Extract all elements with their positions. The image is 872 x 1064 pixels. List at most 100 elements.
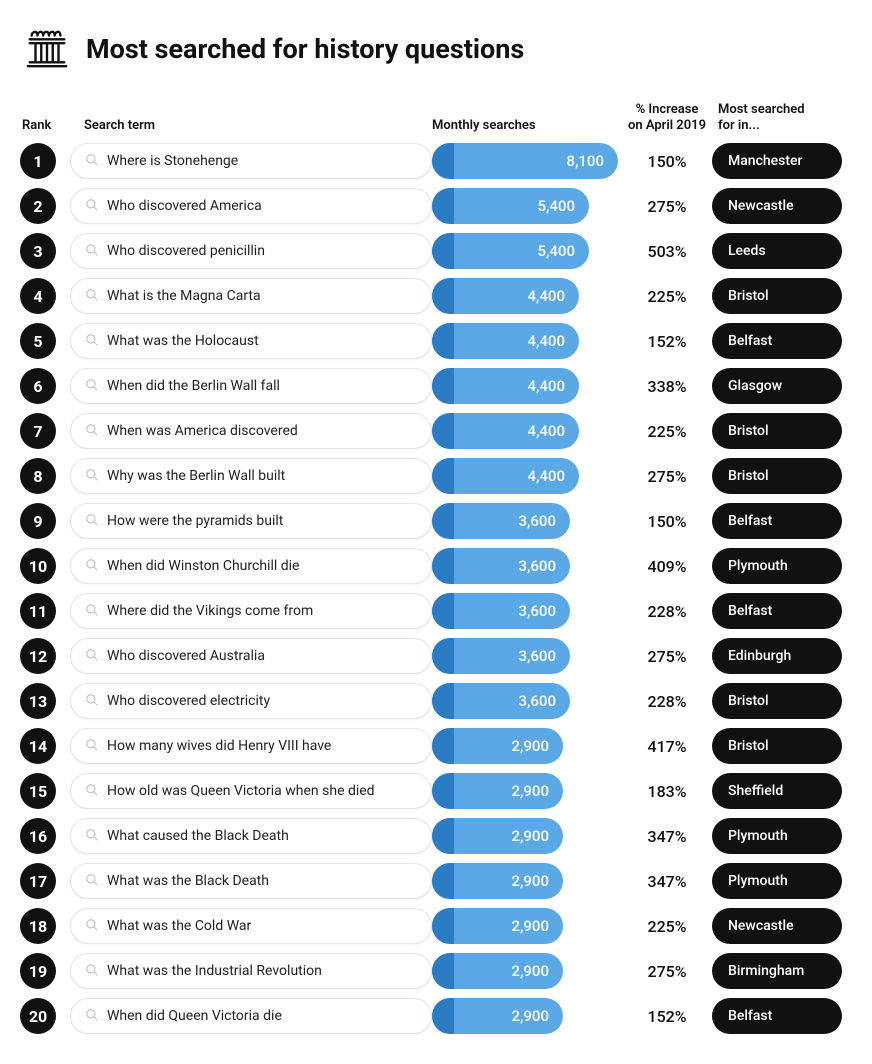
search-term-text: What is the Magna Carta bbox=[107, 288, 261, 304]
search-term-box: When did Queen Victoria die bbox=[70, 998, 432, 1034]
increase-value: 225% bbox=[622, 287, 712, 306]
bar-cap bbox=[432, 458, 454, 494]
bar-value: 2,900 bbox=[512, 827, 549, 845]
search-term-text: Where did the Vikings come from bbox=[107, 603, 313, 619]
search-term-text: Where is Stonehenge bbox=[107, 153, 238, 169]
table-row: 3Who discovered penicillin5,400503%Leeds bbox=[20, 233, 852, 269]
bar-value: 2,900 bbox=[512, 962, 549, 980]
bar-value: 2,900 bbox=[512, 1007, 549, 1025]
table-row: 11Where did the Vikings come from3,60022… bbox=[20, 593, 852, 629]
bar-cell: 2,900 bbox=[432, 773, 622, 809]
rank-badge: 2 bbox=[20, 188, 56, 224]
bar-cap bbox=[432, 953, 454, 989]
search-term-text: Who discovered penicillin bbox=[107, 243, 265, 259]
bar-cap bbox=[432, 143, 454, 179]
bar: 3,600 bbox=[432, 548, 570, 584]
bar: 5,400 bbox=[432, 188, 589, 224]
rank-badge: 14 bbox=[20, 728, 56, 764]
bar: 2,900 bbox=[432, 908, 563, 944]
bar-cap bbox=[432, 818, 454, 854]
increase-value: 275% bbox=[622, 647, 712, 666]
bar: 5,400 bbox=[432, 233, 589, 269]
city-pill: Bristol bbox=[712, 278, 842, 314]
table-row: 18What was the Cold War2,900225%Newcastl… bbox=[20, 908, 852, 944]
header-increase: % Increase on April 2019 bbox=[622, 102, 712, 133]
bar-cell: 2,900 bbox=[432, 818, 622, 854]
rank-badge: 5 bbox=[20, 323, 56, 359]
bar-value: 2,900 bbox=[512, 782, 549, 800]
rank-badge: 20 bbox=[20, 998, 56, 1034]
search-term-box: What was the Cold War bbox=[70, 908, 432, 944]
table-row: 12Who discovered Australia3,600275%Edinb… bbox=[20, 638, 852, 674]
increase-value: 347% bbox=[622, 827, 712, 846]
bar-cap bbox=[432, 683, 454, 719]
search-icon bbox=[85, 377, 99, 396]
increase-value: 228% bbox=[622, 692, 712, 711]
search-icon bbox=[85, 827, 99, 846]
rank-badge: 9 bbox=[20, 503, 56, 539]
city-pill: Newcastle bbox=[712, 188, 842, 224]
bar: 3,600 bbox=[432, 503, 570, 539]
bar-cap bbox=[432, 503, 454, 539]
bar-value: 5,400 bbox=[538, 242, 575, 260]
table-row: 8Why was the Berlin Wall built4,400275%B… bbox=[20, 458, 852, 494]
table-row: 6When did the Berlin Wall fall4,400338%G… bbox=[20, 368, 852, 404]
search-term-text: What was the Cold War bbox=[107, 918, 251, 934]
bar-value: 2,900 bbox=[512, 737, 549, 755]
search-term-box: Where is Stonehenge bbox=[70, 143, 432, 179]
search-term-box: How many wives did Henry VIII have bbox=[70, 728, 432, 764]
table-row: 15How old was Queen Victoria when she di… bbox=[20, 773, 852, 809]
bar: 3,600 bbox=[432, 638, 570, 674]
search-term-box: Who discovered penicillin bbox=[70, 233, 432, 269]
search-term-text: Why was the Berlin Wall built bbox=[107, 468, 285, 484]
search-term-text: When did the Berlin Wall fall bbox=[107, 378, 280, 394]
bar-cap bbox=[432, 908, 454, 944]
bar-cap bbox=[432, 323, 454, 359]
bar-cell: 3,600 bbox=[432, 638, 622, 674]
search-term-text: Who discovered Australia bbox=[107, 648, 265, 664]
search-icon bbox=[85, 197, 99, 216]
bar-cell: 8,100 bbox=[432, 143, 622, 179]
bar-cell: 4,400 bbox=[432, 413, 622, 449]
bar-cell: 4,400 bbox=[432, 368, 622, 404]
bar-value: 2,900 bbox=[512, 917, 549, 935]
city-pill: Belfast bbox=[712, 593, 842, 629]
increase-value: 150% bbox=[622, 512, 712, 531]
page-title: Most searched for history questions bbox=[86, 33, 524, 65]
search-icon bbox=[85, 557, 99, 576]
search-term-box: Why was the Berlin Wall built bbox=[70, 458, 432, 494]
increase-value: 228% bbox=[622, 602, 712, 621]
bar-cap bbox=[432, 233, 454, 269]
bar-cap bbox=[432, 773, 454, 809]
bar: 4,400 bbox=[432, 278, 579, 314]
bar-value: 3,600 bbox=[519, 602, 556, 620]
city-pill: Bristol bbox=[712, 683, 842, 719]
search-term-text: When was America discovered bbox=[107, 423, 298, 439]
bar-cap bbox=[432, 863, 454, 899]
rank-badge: 13 bbox=[20, 683, 56, 719]
search-icon bbox=[85, 737, 99, 756]
increase-value: 409% bbox=[622, 557, 712, 576]
search-icon bbox=[85, 647, 99, 666]
city-pill: Belfast bbox=[712, 998, 842, 1034]
table-row: 16What caused the Black Death2,900347%Pl… bbox=[20, 818, 852, 854]
bar-cell: 3,600 bbox=[432, 593, 622, 629]
table-row: 1Where is Stonehenge8,100150%Manchester bbox=[20, 143, 852, 179]
search-term-text: Who discovered electricity bbox=[107, 693, 270, 709]
city-pill: Glasgow bbox=[712, 368, 842, 404]
search-icon bbox=[85, 242, 99, 261]
search-icon bbox=[85, 1007, 99, 1026]
search-term-text: What was the Industrial Revolution bbox=[107, 963, 322, 979]
city-pill: Plymouth bbox=[712, 863, 842, 899]
increase-value: 150% bbox=[622, 152, 712, 171]
bar-cell: 5,400 bbox=[432, 233, 622, 269]
city-pill: Edinburgh bbox=[712, 638, 842, 674]
column-icon bbox=[24, 24, 70, 74]
bar-value: 5,400 bbox=[538, 197, 575, 215]
search-icon bbox=[85, 917, 99, 936]
bar-value: 4,400 bbox=[528, 377, 565, 395]
bar-value: 4,400 bbox=[528, 287, 565, 305]
rank-badge: 1 bbox=[20, 143, 56, 179]
search-term-text: Who discovered America bbox=[107, 198, 262, 214]
increase-value: 347% bbox=[622, 872, 712, 891]
